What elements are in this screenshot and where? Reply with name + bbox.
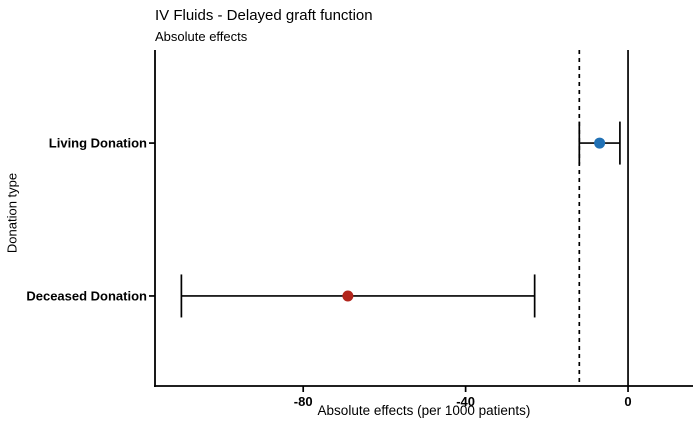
x-axis-label: Absolute effects (per 1000 patients): [317, 403, 531, 418]
chart-title: IV Fluids - Delayed graft function: [155, 7, 373, 24]
x-tick-label: 0: [624, 394, 631, 409]
x-tick-label: -80: [294, 394, 313, 409]
chart-subtitle: Absolute effects: [155, 29, 248, 44]
point-deceased-donation: [342, 290, 354, 302]
y-category-label-living-donation: Living Donation: [49, 136, 147, 151]
x-tick-label: -40: [456, 394, 475, 409]
point-living-donation: [594, 137, 606, 149]
y-category-label-deceased-donation: Deceased Donation: [26, 288, 147, 303]
